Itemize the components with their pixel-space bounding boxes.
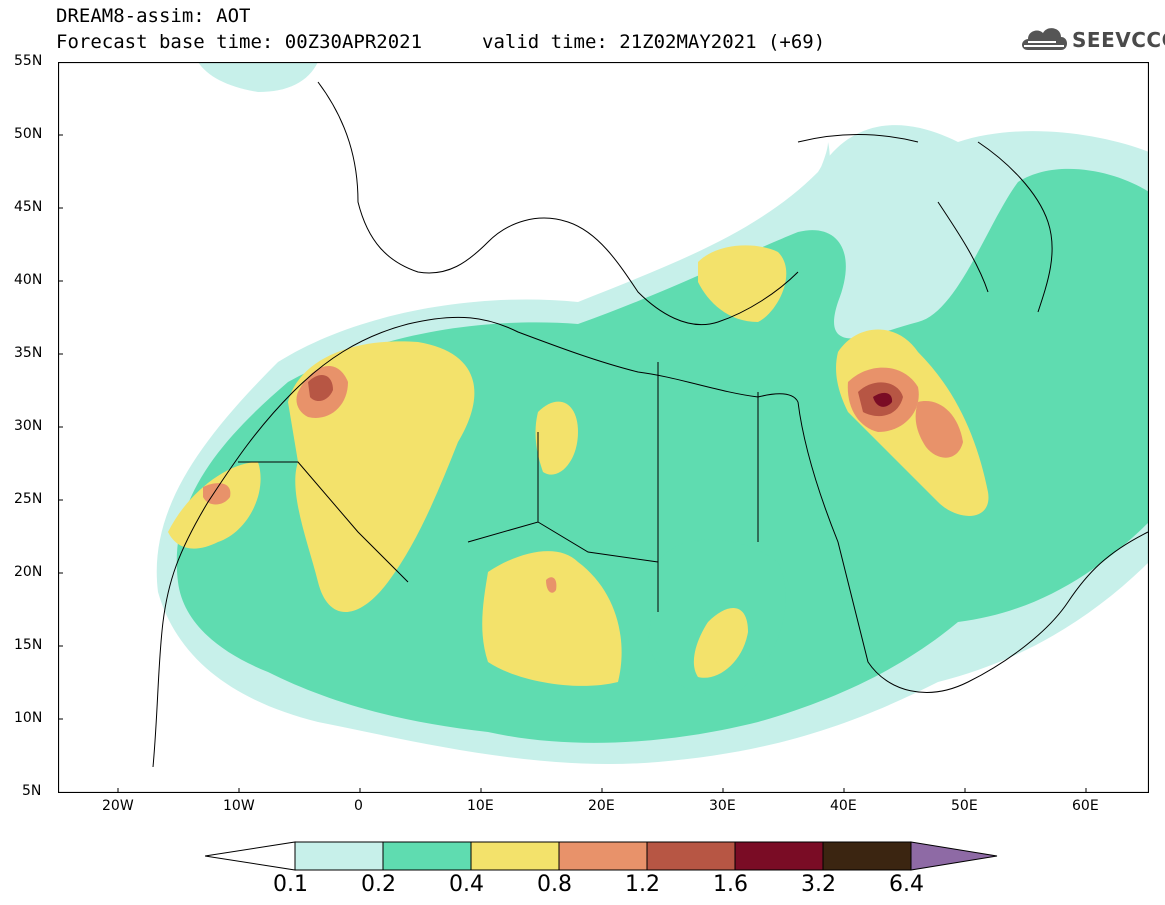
title-model: DREAM8-assim: AOT	[56, 5, 251, 27]
colorbar-label: 1.2	[625, 872, 660, 897]
lat-label: 40N	[14, 272, 43, 288]
colorbar-segment	[558, 841, 648, 871]
forecast-base-time: Forecast base time: 00Z30APR2021	[56, 31, 423, 53]
lon-label: 20W	[102, 798, 134, 814]
colorbar-label: 0.1	[273, 872, 308, 897]
lat-label: 30N	[14, 418, 43, 434]
valid-time: valid time: 21Z02MAY2021 (+69)	[482, 31, 826, 53]
seevccc-logo: SEEVCCC	[1018, 22, 1165, 58]
coastlines	[152, 81, 1149, 768]
aot-band-0.8-kuwait	[915, 401, 963, 458]
map-frame	[58, 62, 1149, 793]
colorbar-over-arrow	[910, 841, 998, 871]
lon-label: 50E	[951, 798, 978, 814]
cloud-icon	[1022, 28, 1067, 50]
colorbar-label: 6.4	[889, 872, 924, 897]
colorbar-segment	[646, 841, 736, 871]
lat-label: 55N	[14, 53, 43, 69]
colorbar-label: 0.4	[449, 872, 484, 897]
lat-label: 20N	[14, 564, 43, 580]
lon-label: 20E	[588, 798, 615, 814]
aot-band-0.4-niger	[482, 551, 622, 686]
aot-map	[58, 62, 1149, 793]
lon-label: 30E	[709, 798, 736, 814]
aot-band-0.2	[176, 168, 1149, 743]
logo-text: SEEVCCC	[1072, 28, 1165, 52]
lat-label: 25N	[14, 491, 43, 507]
aot-band-1.2-algeria	[308, 375, 333, 402]
colorbar-label: 0.8	[537, 872, 572, 897]
lat-label: 35N	[14, 345, 43, 361]
colorbar	[205, 841, 998, 871]
aot-fields	[156, 62, 1149, 764]
aot-band-0.4-libya	[535, 401, 578, 475]
colorbar-label: 3.2	[801, 872, 836, 897]
lon-label: 10E	[467, 798, 494, 814]
colorbar-label: 0.2	[361, 872, 396, 897]
colorbar-under-arrow	[205, 841, 296, 871]
aot-band-1.6-iraq	[873, 392, 893, 407]
lat-label: 15N	[14, 637, 43, 653]
lon-label: 0	[354, 798, 363, 814]
aot-band-0.4-chad	[693, 608, 748, 678]
lat-label: 5N	[22, 783, 42, 799]
colorbar-segment	[382, 841, 472, 871]
lon-label: 60E	[1072, 798, 1099, 814]
colorbar-label: 1.6	[713, 872, 748, 897]
colorbar-segment	[734, 841, 824, 871]
lon-label: 10W	[223, 798, 255, 814]
aot-band-0.4-aegean	[698, 245, 787, 322]
lat-label: 45N	[14, 199, 43, 215]
colorbar-segment	[294, 841, 384, 871]
colorbar-segment	[470, 841, 560, 871]
lat-label: 50N	[14, 126, 43, 142]
lon-label: 40E	[830, 798, 857, 814]
lat-label: 10N	[14, 710, 43, 726]
colorbar-segment	[822, 841, 912, 871]
aot-band-0.8-niger	[546, 577, 557, 593]
aot-band-0.1-north	[198, 62, 318, 92]
aot-band-0.4-mauritania	[168, 462, 261, 549]
